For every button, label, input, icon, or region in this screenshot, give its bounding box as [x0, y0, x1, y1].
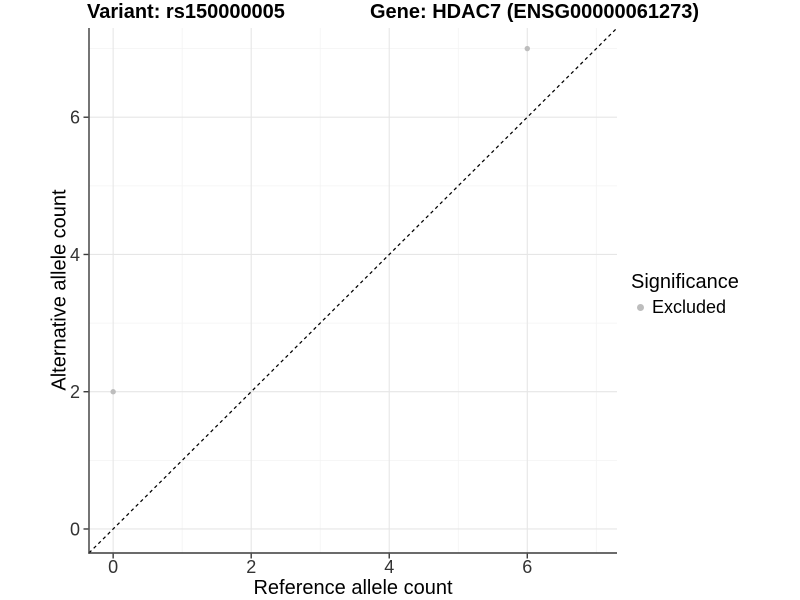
legend-item-label: Excluded: [652, 297, 727, 317]
data-point: [110, 389, 116, 395]
y-tick-label: 6: [70, 108, 80, 128]
series-excluded: [110, 45, 530, 395]
y-tick-label: 0: [70, 519, 80, 539]
legend-key-dot-icon: [637, 304, 644, 311]
x-tick-label: 2: [246, 557, 256, 577]
y-tick-label: 4: [70, 245, 80, 265]
y-tick-label: 2: [70, 382, 80, 402]
legend-item-excluded: Excluded: [631, 297, 739, 318]
plot-title-variant: Variant: rs150000005: [87, 1, 285, 23]
grid-major: [89, 28, 617, 553]
x-tick-label: 4: [384, 557, 394, 577]
data-point: [524, 45, 530, 52]
legend: Significance Excluded: [631, 271, 739, 318]
axis-ticks: [83, 116, 528, 559]
legend-title: Significance: [631, 271, 739, 293]
x-axis-title: Reference allele count: [253, 577, 453, 599]
identity-reference-line: [88, 27, 618, 554]
tick-labels: 0 2 4 6 0 2 4 6: [70, 108, 532, 577]
x-tick-label: 6: [522, 557, 532, 577]
axis-lines: [88, 28, 617, 554]
x-tick-label: 0: [108, 557, 118, 577]
plot-title-gene: Gene: HDAC7 (ENSG00000061273): [370, 1, 700, 23]
